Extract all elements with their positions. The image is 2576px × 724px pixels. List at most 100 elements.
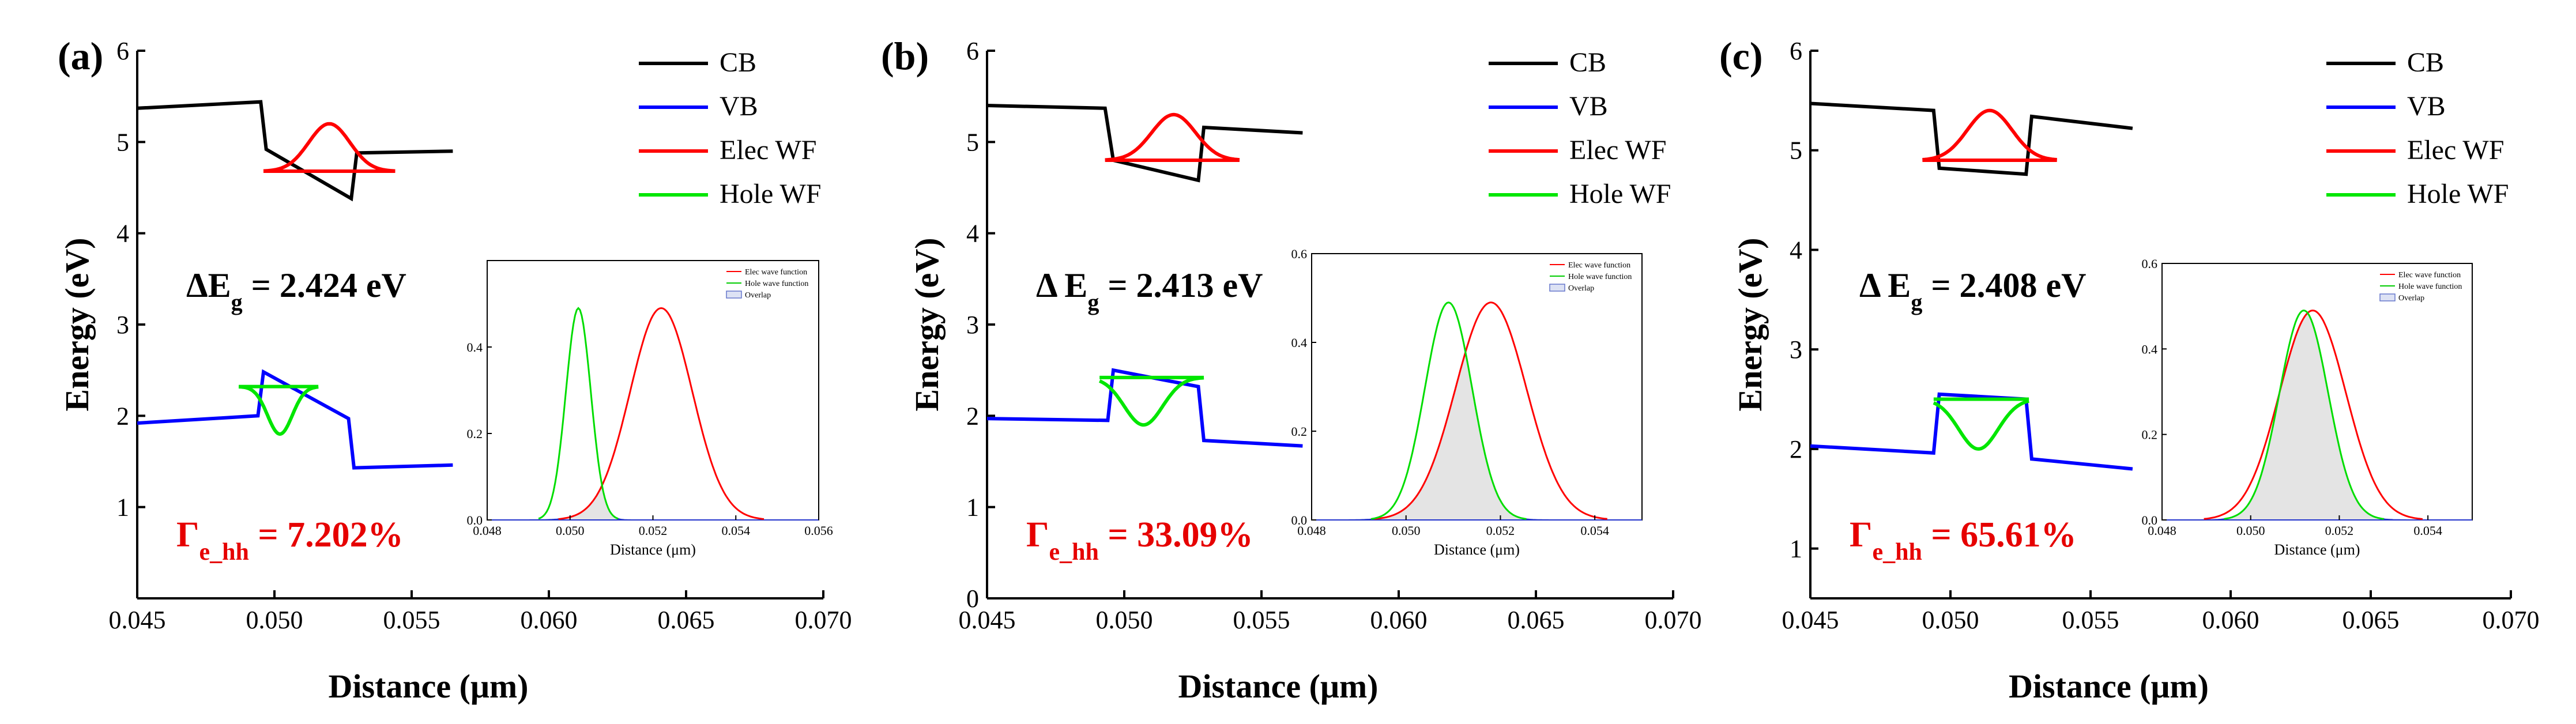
y-axis-label: Energy (eV) <box>1731 237 1769 411</box>
x-tick-label: 0.045 <box>959 606 1016 634</box>
inset-x-axis-label: Distance (μm) <box>610 541 696 558</box>
band-gap-annotation-main: Δ E <box>1859 266 1911 304</box>
overlap-annotation-subscript: e_hh <box>1049 539 1098 565</box>
band-gap-annotation-main: ΔE <box>186 266 231 304</box>
overlap-annotation-main: Γ <box>1850 515 1872 555</box>
legend-label: Elec WF <box>720 135 816 165</box>
series-hole-wf <box>1933 399 2029 451</box>
inset-y-tick-label: 0.6 <box>2142 257 2158 271</box>
legend-label: VB <box>720 91 758 122</box>
inset-overlap-area <box>1312 350 1642 521</box>
inset-x-tick-label: 0.048 <box>473 523 502 538</box>
series-hole-wf <box>238 385 319 436</box>
overlap-annotation-value: = 33.09% <box>1099 515 1253 555</box>
legend-label: CB <box>1569 47 1606 78</box>
y-tick-label: 0 <box>966 585 979 613</box>
legend-label: Hole WF <box>2407 179 2509 209</box>
inset-legend-label: Hole wave function <box>2398 282 2462 291</box>
inset-legend-label: Elec wave function <box>2398 271 2461 280</box>
legend-label: Elec WF <box>2407 135 2504 165</box>
inset-x-tick-label: 0.052 <box>639 523 668 538</box>
legend-label: Hole WF <box>1569 179 1671 209</box>
inset-x-axis-label: Distance (μm) <box>2274 541 2360 558</box>
y-tick-label: 1 <box>1790 535 1802 563</box>
inset-legend-label: Overlap <box>1568 284 1594 293</box>
inset-y-tick-label: 0.6 <box>1291 247 1308 261</box>
series-elec-wf <box>263 122 396 173</box>
inset-overlap-area <box>2162 312 2472 521</box>
inset-hole-curve <box>2224 310 2384 520</box>
inset-x-tick-label: 0.050 <box>2236 523 2265 538</box>
band-gap-annotation: Δ Eg = 2.408 eV <box>1859 266 2086 315</box>
y-tick-label: 6 <box>116 37 129 65</box>
band-gap-annotation-subscript: g <box>231 289 243 315</box>
overlap-annotation-value: = 7.202% <box>249 515 404 555</box>
inset-legend-label: Hole wave function <box>1568 273 1632 281</box>
overlap-annotation-main: Γ <box>176 515 199 555</box>
inset-y-tick-label: 0.4 <box>2142 342 2158 356</box>
overlap-annotation-value: = 65.61% <box>1922 515 2077 555</box>
x-axis-label: Distance (μm) <box>329 668 529 705</box>
inset-y-tick-label: 0.0 <box>467 513 483 527</box>
overlap-annotation-subscript: e_hh <box>1872 539 1922 565</box>
inset-x-axis-label: Distance (μm) <box>1434 541 1520 558</box>
y-tick-label: 3 <box>116 311 129 339</box>
panel-label: (b) <box>881 34 929 78</box>
y-axis-label: Energy (eV) <box>908 237 946 411</box>
x-tick-label: 0.060 <box>521 606 578 634</box>
inset-legend-swatch <box>726 291 742 299</box>
y-tick-label: 1 <box>116 493 129 522</box>
y-tick-label: 2 <box>116 402 129 430</box>
series-hole-wf <box>1098 376 1204 427</box>
x-tick-label: 0.070 <box>795 606 852 634</box>
x-tick-label: 0.050 <box>1096 606 1153 634</box>
y-tick-label: 6 <box>966 37 979 65</box>
x-tick-label: 0.050 <box>246 606 303 634</box>
panel-label: (c) <box>1719 34 1762 78</box>
x-tick-label: 0.060 <box>2202 606 2259 634</box>
band-gap-annotation: ΔEg = 2.424 eV <box>186 266 406 315</box>
series-cb <box>986 104 1303 183</box>
inset-legend-label: Overlap <box>2398 294 2424 303</box>
legend-label: VB <box>1569 91 1608 122</box>
y-tick-label: 2 <box>966 402 979 430</box>
series-elec-wf <box>1105 112 1240 162</box>
inset-hole-curve <box>1370 301 1527 520</box>
y-tick-label: 3 <box>966 311 979 339</box>
panel-label: (a) <box>58 34 103 78</box>
inset-y-tick-label: 0.4 <box>1291 335 1308 350</box>
series-vb <box>986 368 1303 448</box>
y-axis-label: Energy (eV) <box>58 237 96 411</box>
x-axis-label: Distance (μm) <box>1178 668 1379 705</box>
inset-chart: 0.048 0.050 0.052 0.054 0.0 0.2 0.4 0.6 Distance… <box>1291 247 1643 558</box>
y-tick-label: 3 <box>1790 335 1802 364</box>
inset-y-tick-label: 0.2 <box>467 427 483 441</box>
inset-y-tick-label: 0.0 <box>1291 513 1308 527</box>
x-tick-label: 0.055 <box>1233 606 1290 634</box>
series-cb <box>137 100 453 202</box>
band-gap-annotation-subscript: g <box>1087 289 1099 315</box>
inset-x-tick-label: 0.052 <box>2325 523 2354 538</box>
chart-panel-1: (a) 0.045 0.050 0.055 0.060 0.065 0.070 1 2 3 4 5 6 D… <box>58 34 852 705</box>
inset-x-tick-label: 0.048 <box>1297 523 1326 538</box>
y-tick-label: 5 <box>966 128 979 156</box>
chart-panel-2: (b) 0.045 0.050 0.055 0.060 0.065 0.070 0 1 2 3 4 5 6… <box>881 34 1702 705</box>
chart-panel-3: (c) 0.045 0.050 0.055 0.060 0.065 0.070 1 2 3 4 5 6 D… <box>1719 34 2540 705</box>
band-gap-annotation-value: = 2.413 eV <box>1099 266 1263 304</box>
x-tick-label: 0.045 <box>1782 606 1839 634</box>
overlap-annotation-main: Γ <box>1026 515 1049 555</box>
band-gap-annotation: Δ Eg = 2.413 eV <box>1036 266 1263 315</box>
inset-legend-label: Overlap <box>745 291 771 300</box>
inset-legend-swatch <box>2379 293 2396 301</box>
overlap-annotation: Γe_hh = 33.09% <box>1026 515 1253 565</box>
overlap-annotation: Γe_hh = 65.61% <box>1850 515 2077 565</box>
y-tick-label: 2 <box>1790 435 1802 463</box>
y-tick-label: 1 <box>966 493 979 522</box>
x-tick-label: 0.060 <box>1370 606 1428 634</box>
x-tick-label: 0.065 <box>658 606 715 634</box>
series-vb <box>137 369 453 470</box>
inset-x-tick-label: 0.050 <box>1392 523 1421 538</box>
inset-x-tick-label: 0.052 <box>1486 523 1515 538</box>
y-tick-label: 5 <box>116 128 129 156</box>
